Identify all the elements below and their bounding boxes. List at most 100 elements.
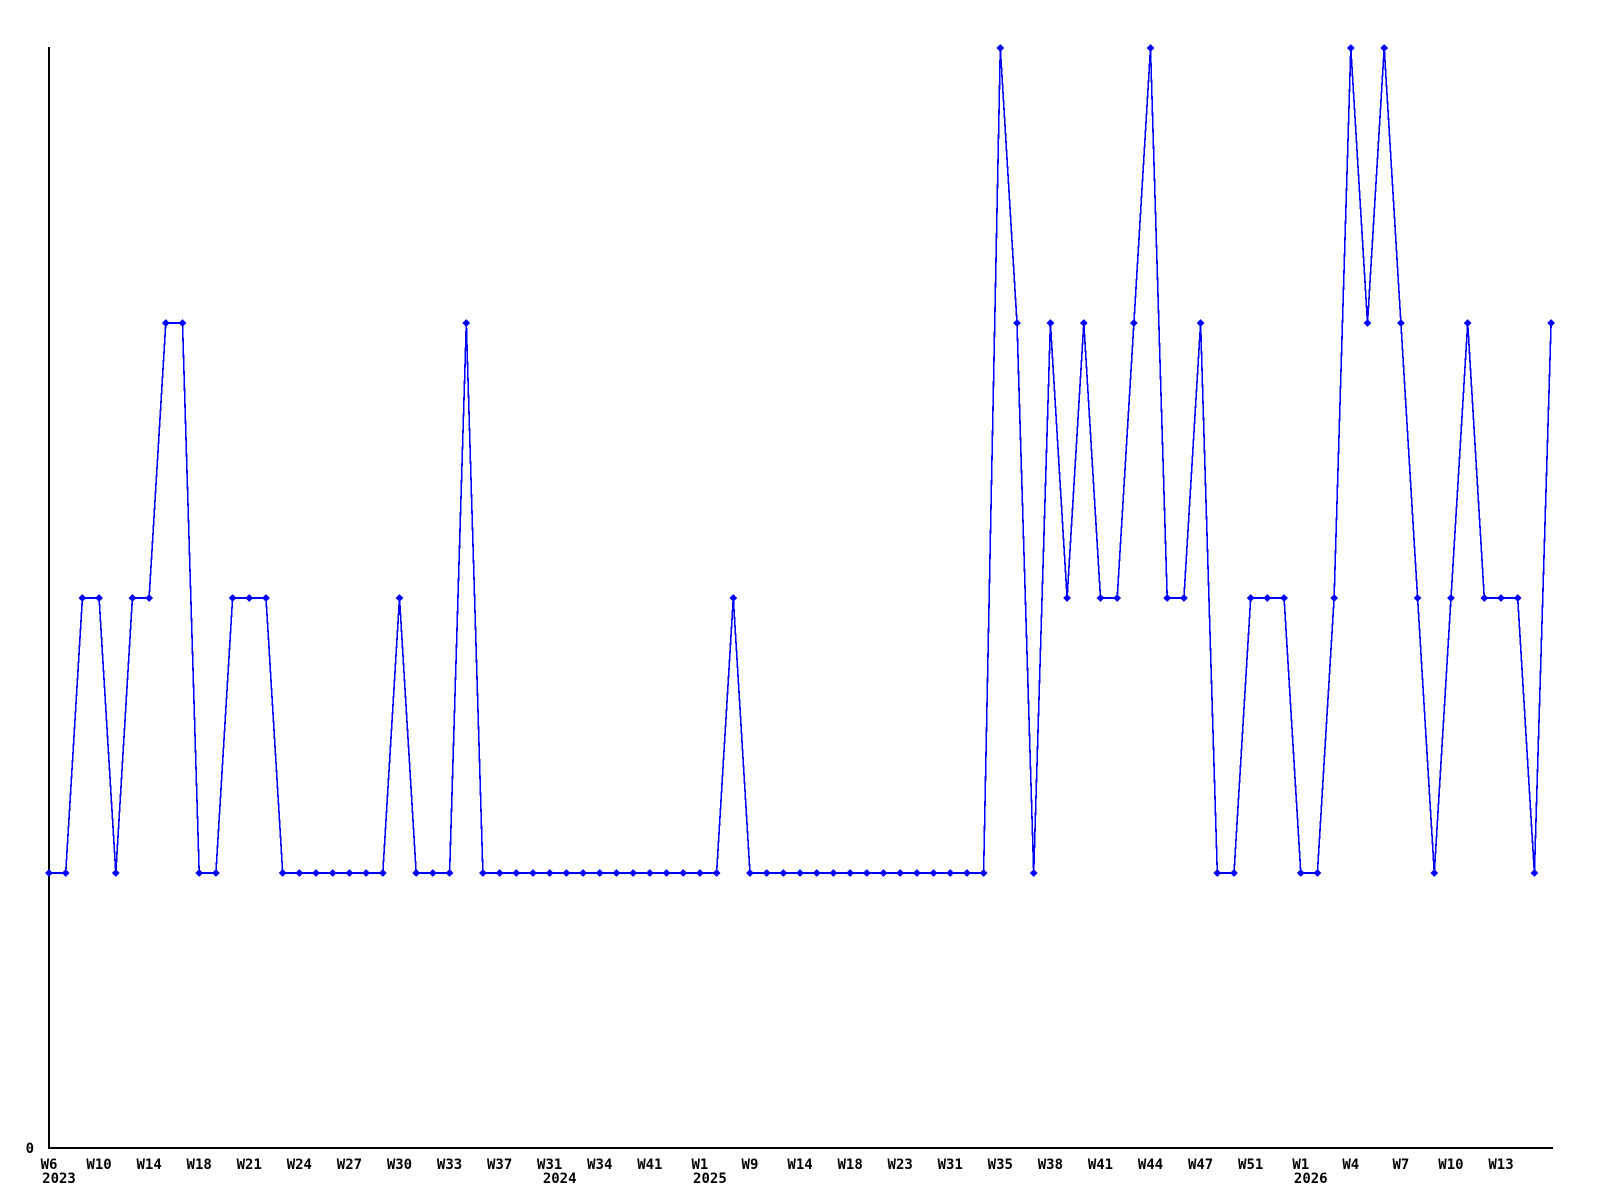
data-point-marker <box>262 594 270 602</box>
data-point-marker <box>211 869 220 877</box>
data-point-marker <box>1430 869 1439 877</box>
data-point-marker <box>312 869 320 877</box>
data-point-marker <box>1230 869 1238 877</box>
data-point-marker <box>1447 594 1455 602</box>
y-axis-zero-label: 0 <box>26 1141 34 1157</box>
data-point-marker <box>1079 319 1088 327</box>
x-tick-label: W27 <box>337 1157 362 1173</box>
data-point-marker <box>1313 869 1322 877</box>
data-point-marker <box>545 869 554 877</box>
x-tick-label: W23 <box>888 1157 913 1173</box>
data-point-marker <box>295 869 304 877</box>
data-point-marker <box>1547 319 1556 327</box>
data-point-marker <box>61 869 70 877</box>
data-point-marker <box>1413 594 1422 602</box>
data-point-marker <box>796 869 804 877</box>
data-point-marker <box>1163 594 1172 602</box>
x-tick-year-label: 2026 <box>1294 1171 1328 1187</box>
x-tick-label: W6 <box>41 1157 58 1173</box>
data-point-marker <box>1046 319 1055 327</box>
data-point-marker <box>1463 319 1472 327</box>
data-point-marker <box>679 869 688 877</box>
x-tick-label: W34 <box>587 1157 612 1173</box>
data-point-marker <box>1146 44 1155 52</box>
data-point-marker <box>195 869 204 877</box>
data-point-marker <box>1280 594 1288 602</box>
data-point-marker <box>1330 594 1339 602</box>
data-point-marker <box>128 594 137 602</box>
data-point-marker <box>595 869 604 877</box>
data-point-marker <box>445 869 454 877</box>
data-point-marker <box>1096 594 1105 602</box>
data-point-marker <box>896 869 905 877</box>
data-point-marker <box>95 594 103 602</box>
data-point-marker <box>161 319 170 327</box>
x-tick-label: W31 <box>938 1157 963 1173</box>
data-point-marker <box>45 869 53 877</box>
data-point-marker <box>111 869 120 877</box>
data-point-marker <box>345 869 354 877</box>
data-point-marker <box>1480 594 1489 602</box>
data-point-marker <box>1246 594 1255 602</box>
data-point-marker <box>1513 594 1522 602</box>
data-point-marker <box>1346 44 1355 52</box>
data-point-marker <box>829 869 838 877</box>
data-point-marker <box>1263 594 1272 602</box>
x-tick-label: W9 <box>742 1157 759 1173</box>
data-point-marker <box>696 869 704 877</box>
data-point-marker <box>1497 594 1505 602</box>
data-point-marker <box>1113 594 1122 602</box>
data-point-marker <box>228 594 237 602</box>
x-tick-label: W33 <box>437 1157 462 1173</box>
data-point-marker <box>946 869 955 877</box>
x-tick-label: W41 <box>1088 1157 1113 1173</box>
data-point-marker <box>1013 319 1021 327</box>
x-tick-year-label: 2023 <box>42 1171 76 1187</box>
data-point-marker <box>963 869 971 877</box>
x-tick-label: W41 <box>637 1157 662 1173</box>
x-tick-label: W1 <box>1292 1157 1309 1173</box>
data-point-marker <box>395 594 404 602</box>
data-point-marker <box>729 594 738 602</box>
data-point-marker <box>562 869 571 877</box>
data-point-marker <box>529 869 537 877</box>
x-tick-label: W35 <box>988 1157 1013 1173</box>
data-point-marker <box>1029 869 1038 877</box>
data-point-marker <box>779 869 788 877</box>
data-point-marker <box>879 869 888 877</box>
data-point-marker <box>512 869 521 877</box>
data-point-marker <box>462 319 471 327</box>
data-point-marker <box>912 869 921 877</box>
data-point-marker <box>412 869 421 877</box>
x-tick-label: W51 <box>1238 1157 1263 1173</box>
x-tick-label: W47 <box>1188 1157 1213 1173</box>
data-point-marker <box>1129 319 1138 327</box>
x-tick-label: W44 <box>1138 1157 1163 1173</box>
data-point-marker <box>362 869 371 877</box>
x-tick-label: W4 <box>1342 1157 1359 1173</box>
data-point-marker <box>612 869 621 877</box>
data-point-marker <box>579 869 587 877</box>
data-point-marker <box>1530 869 1539 877</box>
data-point-marker <box>996 44 1005 52</box>
activity-line <box>49 47 1552 874</box>
data-point-marker <box>1196 319 1205 327</box>
x-tick-label: W14 <box>136 1157 161 1173</box>
x-tick-year-label: 2024 <box>543 1171 577 1187</box>
data-point-marker <box>1180 594 1188 602</box>
data-point-marker <box>245 594 254 602</box>
data-point-marker <box>762 869 771 877</box>
data-point-marker <box>746 869 754 877</box>
x-tick-label: W37 <box>487 1157 512 1173</box>
data-point-marker <box>145 594 154 602</box>
data-point-marker <box>78 594 87 602</box>
data-point-marker <box>1396 319 1405 327</box>
x-tick-label: W24 <box>287 1157 312 1173</box>
data-point-marker <box>495 869 504 877</box>
data-point-marker <box>1213 869 1222 877</box>
x-tick-label: W10 <box>1438 1157 1463 1173</box>
data-point-marker <box>328 869 337 877</box>
data-point-marker <box>812 869 821 877</box>
